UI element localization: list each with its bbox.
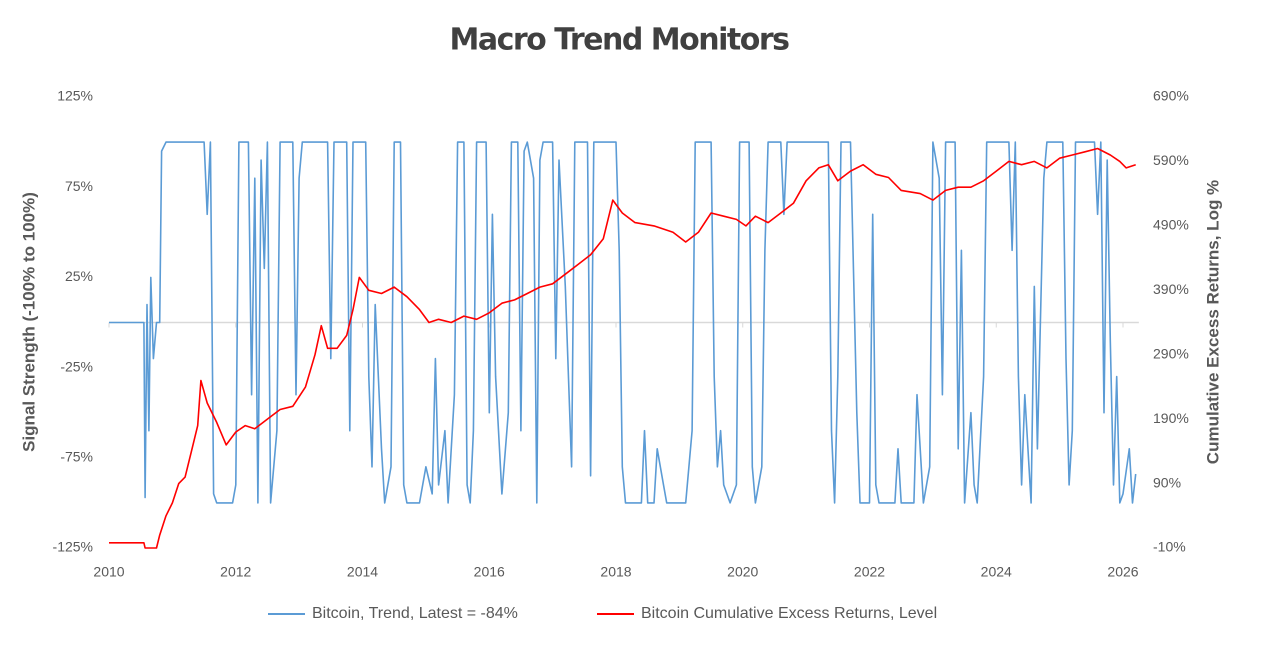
x-tick-label: 2022 xyxy=(854,564,885,580)
x-tick-label: 2014 xyxy=(347,564,378,580)
y2-tick-label: 90% xyxy=(1153,474,1181,490)
x-tick-label: 2012 xyxy=(220,564,251,580)
y2-tick-label: 190% xyxy=(1153,410,1189,426)
chart-title: Macro Trend Monitors xyxy=(449,23,789,58)
y2-tick-label: 390% xyxy=(1153,281,1189,297)
legend-label: Bitcoin, Trend, Latest = -84% xyxy=(312,605,518,622)
y-tick-label: -125% xyxy=(53,539,93,555)
x-tick-label: 2020 xyxy=(727,564,758,580)
y-tick-label: 125% xyxy=(57,88,93,104)
x-tick-label: 2026 xyxy=(1107,564,1138,580)
x-tick-label: 2024 xyxy=(981,564,1012,580)
y2-tick-label: 490% xyxy=(1153,217,1189,233)
x-tick-label: 2018 xyxy=(600,564,631,580)
x-tick-label: 2010 xyxy=(93,564,124,580)
y-tick-label: 75% xyxy=(65,178,93,194)
y2-tick-label: 290% xyxy=(1153,345,1189,361)
y2-tick-label: 690% xyxy=(1153,88,1189,104)
legend-label: Bitcoin Cumulative Excess Returns, Level xyxy=(641,605,937,622)
y-tick-label: 25% xyxy=(65,268,93,284)
series-line xyxy=(109,141,1137,504)
y2-axis-title: Cumulative Excess Returns, Log % xyxy=(1203,180,1222,464)
y2-tick-label: -10% xyxy=(1153,539,1186,555)
y-tick-label: -25% xyxy=(60,358,93,374)
y-axis-title: Signal Strength (-100% to 100%) xyxy=(19,192,38,452)
y-tick-label: -75% xyxy=(60,449,93,465)
series-line xyxy=(109,147,1136,549)
y2-tick-label: 590% xyxy=(1153,152,1189,168)
x-tick-label: 2016 xyxy=(474,564,505,580)
